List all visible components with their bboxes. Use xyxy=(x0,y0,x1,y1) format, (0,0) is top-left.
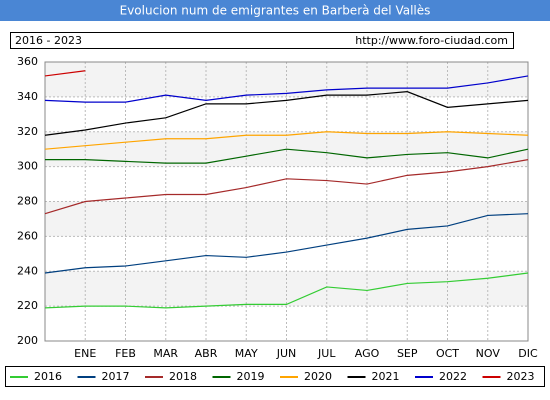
y-tick-label: 320 xyxy=(17,125,38,138)
series-line xyxy=(45,148,529,164)
x-tick-label: DIC xyxy=(518,347,538,360)
y-tick-label: 260 xyxy=(17,229,38,242)
legend-label: 2022 xyxy=(439,370,467,383)
legend-label: 2017 xyxy=(102,370,130,383)
y-tick-label: 220 xyxy=(17,299,38,312)
chart-title: Evolucion num de emigrantes en Barberà d… xyxy=(120,4,431,18)
y-tick-label: 280 xyxy=(17,195,38,208)
plot-frame xyxy=(44,61,529,342)
series-line xyxy=(44,159,529,215)
y-tick-label: 340 xyxy=(17,90,38,103)
y-tick-label: 240 xyxy=(17,264,38,277)
x-tick-label: FEB xyxy=(115,347,136,360)
series-line xyxy=(44,70,86,77)
x-tick-label: ENE xyxy=(74,347,96,360)
grid-band xyxy=(45,271,528,307)
info-box xyxy=(10,32,514,49)
x-tick-label: MAY xyxy=(235,347,258,360)
x-tick-label: AGO xyxy=(355,347,380,360)
y-tick-label: 360 xyxy=(17,55,38,68)
x-tick-label: JUL xyxy=(317,347,336,360)
x-tick-label: OCT xyxy=(436,347,459,360)
x-tick-label: MAR xyxy=(153,347,178,360)
legend-label: 2023 xyxy=(507,370,535,383)
x-tick-label: NOV xyxy=(476,347,501,360)
series-line xyxy=(44,75,529,103)
legend-label: 2018 xyxy=(169,370,197,383)
x-tick-label: ABR xyxy=(195,347,218,360)
period: 2016 - 2023 xyxy=(15,34,82,47)
legend-label: 2019 xyxy=(237,370,265,383)
x-tick-label: SEP xyxy=(397,347,418,360)
y-tick-label: 200 xyxy=(17,334,38,347)
series-line xyxy=(44,272,529,309)
series-line xyxy=(44,213,529,274)
series-line xyxy=(44,91,529,136)
y-tick-label: 300 xyxy=(17,160,38,173)
legend xyxy=(5,366,545,387)
x-tick-label: JUN xyxy=(276,347,297,360)
legend-label: 2016 xyxy=(34,370,62,383)
legend-label: 2020 xyxy=(304,370,332,383)
legend-label: 2021 xyxy=(372,370,400,383)
title-bar xyxy=(0,0,550,21)
source: http://www.foro-ciudad.com xyxy=(355,34,508,47)
series-line xyxy=(44,131,529,150)
